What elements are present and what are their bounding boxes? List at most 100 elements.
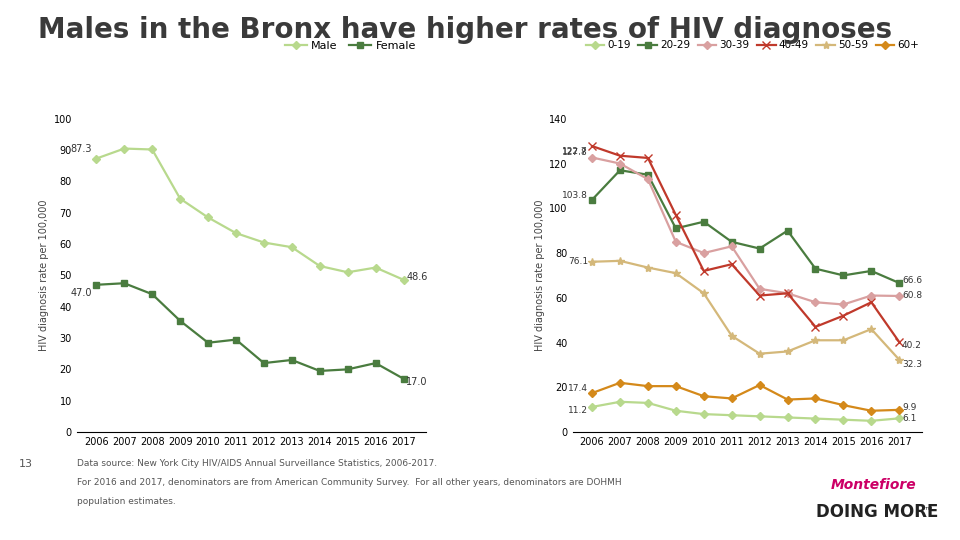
30-39: [670, 239, 682, 245]
Female: [147, 291, 158, 298]
Male: [370, 264, 381, 271]
50-59: [614, 258, 626, 264]
0-19: [698, 411, 709, 417]
Male: [258, 239, 270, 246]
Male: [118, 145, 130, 152]
30-39: [698, 250, 709, 256]
Female: [90, 281, 102, 288]
Text: ™: ™: [924, 505, 933, 515]
Text: 60.8: 60.8: [902, 292, 923, 300]
Legend: 0-19, 20-29, 30-39, 40-49, 50-59, 60+: 0-19, 20-29, 30-39, 40-49, 50-59, 60+: [582, 36, 924, 55]
50-59: [781, 348, 793, 355]
0-19: [642, 400, 654, 406]
Male: [342, 269, 353, 275]
Text: DOING MORE: DOING MORE: [816, 503, 938, 521]
50-59: [726, 333, 737, 339]
0-19: [614, 399, 626, 405]
Female: [397, 375, 409, 382]
Female: [286, 357, 298, 363]
20-29: [781, 227, 793, 234]
60+: [642, 383, 654, 389]
40-49: [642, 154, 654, 161]
Text: population estimates.: population estimates.: [77, 497, 176, 506]
Text: For 2016 and 2017, denominators are from American Community Survey.  For all oth: For 2016 and 2017, denominators are from…: [77, 478, 621, 487]
Line: 40-49: 40-49: [588, 142, 903, 346]
60+: [670, 383, 682, 389]
40-49: [809, 323, 821, 330]
30-39: [587, 154, 598, 161]
60+: [866, 408, 877, 414]
Female: [370, 360, 381, 366]
Text: Montefiore: Montefiore: [830, 478, 916, 492]
Text: 87.3: 87.3: [71, 144, 92, 154]
Text: Data source: New York City HIV/AIDS Annual Surveillance Statistics, 2006-2017.: Data source: New York City HIV/AIDS Annu…: [77, 459, 437, 468]
Text: 48.6: 48.6: [406, 272, 428, 282]
40-49: [614, 152, 626, 159]
20-29: [838, 272, 850, 279]
20-29: [809, 266, 821, 272]
40-49: [838, 313, 850, 319]
30-39: [614, 160, 626, 167]
Female: [314, 368, 325, 374]
60+: [838, 402, 850, 408]
Text: 40.2: 40.2: [902, 341, 922, 350]
Male: [314, 263, 325, 269]
Line: 50-59: 50-59: [588, 256, 903, 364]
Male: [230, 230, 242, 237]
Male: [203, 214, 214, 221]
Female: [258, 360, 270, 366]
0-19: [587, 404, 598, 410]
40-49: [670, 212, 682, 218]
60+: [698, 393, 709, 400]
60+: [614, 380, 626, 386]
Y-axis label: HIV diagnosis rate per 100,000: HIV diagnosis rate per 100,000: [535, 200, 545, 351]
0-19: [754, 413, 765, 420]
20-29: [642, 172, 654, 178]
60+: [726, 395, 737, 402]
20-29: [754, 245, 765, 252]
40-49: [726, 261, 737, 267]
Text: 9.9: 9.9: [902, 403, 917, 412]
Text: 6.1: 6.1: [902, 414, 917, 423]
Female: [203, 340, 214, 346]
Text: 66.6: 66.6: [902, 276, 923, 285]
30-39: [726, 243, 737, 249]
50-59: [698, 290, 709, 296]
30-39: [809, 299, 821, 306]
30-39: [754, 286, 765, 292]
20-29: [587, 197, 598, 203]
Y-axis label: HIV diagnosis rate per 100,000: HIV diagnosis rate per 100,000: [39, 200, 49, 351]
Male: [286, 244, 298, 251]
Text: 13: 13: [19, 459, 34, 469]
60+: [894, 407, 905, 413]
50-59: [894, 356, 905, 363]
30-39: [781, 290, 793, 296]
0-19: [670, 408, 682, 414]
Male: [90, 156, 102, 162]
60+: [809, 395, 821, 402]
30-39: [838, 301, 850, 308]
0-19: [838, 416, 850, 423]
Text: 122.7: 122.7: [563, 147, 588, 157]
Text: Males in the Bronx have higher rates of HIV diagnoses: Males in the Bronx have higher rates of …: [38, 16, 893, 44]
Line: 60+: 60+: [589, 380, 902, 414]
Line: Female: Female: [93, 280, 406, 382]
Male: [147, 146, 158, 153]
Female: [118, 280, 130, 286]
Text: 11.2: 11.2: [568, 406, 588, 415]
50-59: [838, 337, 850, 343]
50-59: [642, 264, 654, 271]
50-59: [754, 350, 765, 357]
40-49: [587, 143, 598, 150]
Line: 0-19: 0-19: [589, 399, 902, 423]
40-49: [754, 292, 765, 299]
20-29: [866, 268, 877, 274]
Line: 20-29: 20-29: [589, 167, 902, 286]
0-19: [726, 412, 737, 418]
40-49: [894, 339, 905, 345]
Text: 47.0: 47.0: [71, 288, 92, 298]
0-19: [781, 414, 793, 421]
Female: [175, 318, 186, 324]
50-59: [866, 326, 877, 332]
0-19: [894, 415, 905, 422]
